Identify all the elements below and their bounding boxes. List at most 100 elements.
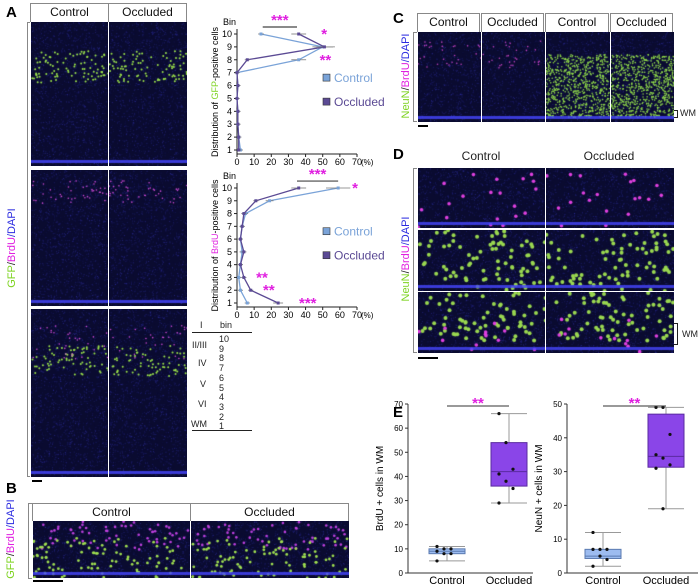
x-tick-label: 0: [234, 310, 239, 320]
y-label-text: -positive cells: [210, 26, 220, 81]
data-point: [268, 199, 272, 203]
data-point: [259, 32, 263, 36]
y-tick-label: 0: [558, 569, 563, 578]
layer-label: WM: [191, 419, 207, 429]
bin-number: 9: [219, 343, 225, 354]
data-point: [245, 301, 249, 305]
x-tick-label: 60: [335, 310, 345, 320]
data-point: [238, 288, 242, 292]
x-unit-label: (%): [361, 158, 374, 167]
y-tick-label: 3: [227, 272, 232, 282]
significance-stars: ***: [271, 12, 289, 29]
x-tick-label: 40: [301, 310, 311, 320]
legend-label: Control: [334, 225, 373, 239]
data-point: [591, 530, 595, 535]
significance-stars: ***: [299, 295, 317, 312]
x-tick-label: 70: [352, 157, 362, 167]
y-tick-label: 10: [394, 545, 403, 554]
data-point: [336, 186, 340, 190]
x-tick-label: 70: [352, 310, 362, 320]
y-axis-label: BrdU + cells in WM: [375, 446, 386, 531]
x-tick-label: 20: [266, 157, 276, 167]
bin-number: 8: [219, 353, 225, 364]
data-point: [591, 547, 595, 551]
significance-stars: **: [472, 395, 484, 412]
data-point: [245, 58, 249, 62]
x-tick-label: 50: [318, 157, 328, 167]
x-tick-label: 50: [318, 310, 328, 320]
significance-stars: **: [629, 395, 641, 412]
legend-label: Control: [334, 71, 373, 85]
data-point: [235, 71, 239, 75]
category-label: Control: [429, 575, 464, 584]
micrograph: [108, 22, 187, 166]
y-tick-label: 7: [227, 68, 232, 78]
data-point: [504, 479, 508, 483]
y-tick-label: 8: [227, 209, 232, 219]
y-tick-label: 50: [394, 448, 403, 457]
bin-number: 1: [219, 421, 225, 432]
scale-bar: [418, 357, 438, 359]
y-tick-label: 20: [394, 521, 403, 530]
panel-b-bracket: [28, 503, 32, 579]
y-axis-label: Distribution of BrdU-positive cells: [210, 179, 220, 312]
y-tick-label: 1: [227, 298, 232, 308]
data-point: [240, 224, 244, 228]
panel-b-header-occluded: Occluded: [190, 503, 349, 522]
category-label: Occluded: [486, 575, 532, 584]
series-line-control: [236, 33, 325, 151]
y-axis-label: NeuN + cells in WM: [534, 444, 545, 532]
panel-a-header-occluded: Occluded: [108, 3, 187, 23]
x-tick-label: 20: [266, 310, 276, 320]
panel-b-label: B: [6, 480, 17, 497]
panel-d-header-occluded: Occluded: [583, 149, 635, 163]
y-tick-label: 5: [227, 247, 232, 257]
box: [584, 548, 622, 559]
data-point: [654, 453, 658, 457]
data-point: [449, 547, 453, 551]
x-tick-label: 10: [249, 157, 259, 167]
layer-label: VI: [198, 399, 207, 409]
data-point: [236, 109, 240, 113]
y-tick-label: 9: [227, 196, 232, 206]
y-tick-label: 30: [553, 468, 562, 477]
series-line-control: [238, 187, 339, 304]
data-point: [497, 472, 501, 476]
panel-a-header-control: Control: [30, 3, 109, 23]
data-point: [605, 547, 609, 551]
scale-bar: [32, 480, 42, 482]
micrograph: [108, 309, 187, 477]
panel-c-label: C: [393, 10, 404, 27]
micrograph: [417, 292, 546, 353]
bin-number: 7: [219, 363, 225, 374]
data-point: [449, 552, 453, 556]
micrograph: [545, 168, 674, 228]
x-tick-label: 10: [249, 310, 259, 320]
legend-label: Occluded: [334, 95, 385, 109]
bin-number: 6: [219, 372, 225, 383]
x-unit-label: (%): [361, 311, 374, 320]
scale-bar: [418, 125, 428, 127]
data-point: [511, 486, 515, 491]
micrograph: [545, 32, 610, 122]
y-tick-label: 4: [227, 260, 232, 270]
micrograph: [545, 230, 674, 291]
data-point: [237, 135, 241, 139]
x-tick-label: 40: [301, 157, 311, 167]
panel-d-bracket: [413, 168, 417, 353]
micrograph: [610, 32, 674, 122]
y-tick-label: 2: [227, 285, 232, 295]
data-point: [242, 250, 246, 254]
x-tick-label: 0: [234, 157, 239, 167]
legend-swatch: [322, 73, 331, 82]
y-tick-label: 6: [227, 81, 232, 91]
data-point: [442, 552, 446, 556]
y-tick-label: 10: [222, 29, 232, 39]
data-point: [591, 564, 595, 568]
data-point: [237, 275, 241, 279]
layer-label: V: [200, 379, 207, 389]
significance-stars: **: [263, 282, 275, 299]
bin-header: bin: [220, 320, 233, 330]
y-tick-label: 40: [394, 472, 403, 481]
